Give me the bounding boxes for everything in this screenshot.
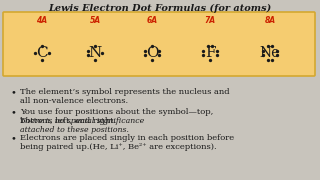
Text: 5A: 5A xyxy=(89,16,100,25)
Text: 8A: 8A xyxy=(264,16,276,25)
Text: 7A: 7A xyxy=(204,16,216,25)
Text: Ne: Ne xyxy=(260,46,280,60)
Text: You use four positions about the symbol—top,
bottom, left, and right.: You use four positions about the symbol—… xyxy=(20,108,213,125)
Text: There is no special significance
attached to these positions.: There is no special significance attache… xyxy=(20,117,144,134)
Text: Electrons are placed singly in each position before
being paired up.(He, Li⁺, Be: Electrons are placed singly in each posi… xyxy=(20,134,234,151)
Text: 4A: 4A xyxy=(36,16,48,25)
Text: C: C xyxy=(36,46,48,60)
Text: O: O xyxy=(146,46,158,60)
Text: •: • xyxy=(10,108,16,117)
Text: 6A: 6A xyxy=(147,16,157,25)
Text: The element’s symbol represents the nucleus and
all non-valence electrons.: The element’s symbol represents the nucl… xyxy=(20,88,230,105)
Text: N: N xyxy=(88,46,102,60)
Text: F: F xyxy=(205,46,215,60)
Text: •: • xyxy=(10,88,16,97)
FancyBboxPatch shape xyxy=(3,12,315,76)
Text: Lewis Electron Dot Formulas (for atoms): Lewis Electron Dot Formulas (for atoms) xyxy=(48,4,272,13)
Text: •: • xyxy=(10,134,16,143)
